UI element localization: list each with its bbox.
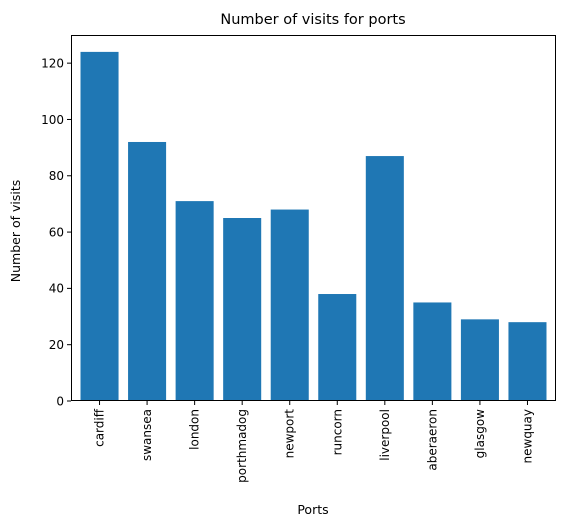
- y-tick-label-120: 120: [41, 56, 64, 70]
- x-axis-label: Ports: [297, 502, 328, 517]
- x-tick-label-glasgow: glasgow: [473, 409, 487, 459]
- y-tick-label-20: 20: [49, 338, 64, 352]
- x-tick-label-swansea: swansea: [140, 409, 154, 461]
- x-tick-label-aberaeron: aberaeron: [425, 409, 439, 471]
- x-tick-label-porthmadog: porthmadog: [235, 409, 249, 483]
- chart-title: Number of visits for ports: [220, 12, 405, 28]
- bar-cardiff: [80, 51, 119, 401]
- x-tick-label-cardiff: cardiff: [93, 408, 107, 447]
- bar-newport: [270, 209, 309, 401]
- x-tick-label-newport: newport: [283, 409, 297, 459]
- bar-runcorn: [318, 294, 357, 401]
- y-tick-label-60: 60: [49, 225, 64, 239]
- bar-london: [175, 201, 214, 401]
- y-tick-label-40: 40: [49, 282, 64, 296]
- x-tick-label-runcorn: runcorn: [330, 409, 344, 455]
- x-tick-label-newquay: newquay: [520, 409, 534, 463]
- bar-newquay: [508, 322, 547, 401]
- bar-aberaeron: [413, 302, 452, 401]
- y-tick-label-100: 100: [41, 113, 64, 127]
- x-tick-label-london: london: [188, 409, 202, 450]
- bar-swansea: [128, 141, 167, 402]
- bars-layer: [80, 51, 547, 402]
- y-axis-label: Number of visits: [8, 180, 23, 282]
- x-ticks: cardiff swansea london porthmadog newport run…: [93, 401, 534, 483]
- x-tick-label-liverpool: liverpool: [378, 409, 392, 461]
- bar-glasgow: [460, 319, 499, 401]
- bar-liverpool: [365, 156, 404, 401]
- y-tick-label-0: 0: [56, 394, 64, 408]
- bar-porthmadog: [223, 218, 262, 401]
- y-tick-label-80: 80: [49, 169, 64, 183]
- y-ticks: 0 20 40 60 80 100 120: [41, 56, 71, 408]
- axes-frame: [71, 35, 556, 401]
